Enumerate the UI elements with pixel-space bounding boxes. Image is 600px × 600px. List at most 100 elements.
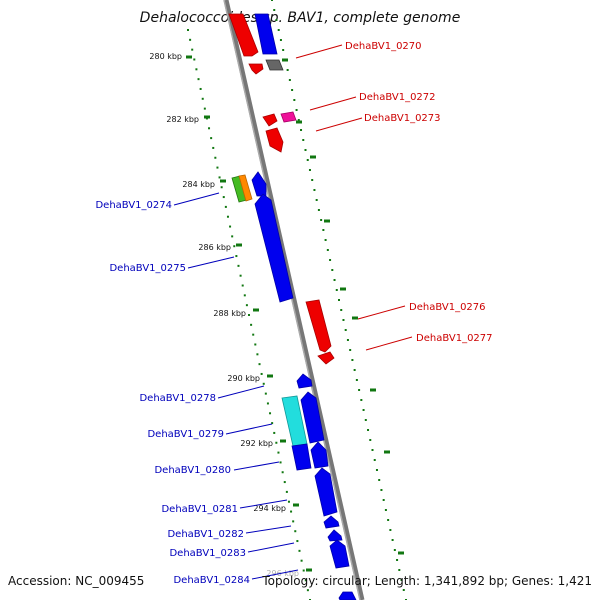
- inner-ring-dot: [254, 343, 257, 346]
- inner-ring-dot: [306, 589, 309, 592]
- outer-tick: [340, 287, 346, 291]
- inner-ring-dot: [208, 127, 211, 130]
- inner-ring-dot: [262, 382, 265, 385]
- inner-ring-dot: [216, 166, 219, 169]
- gene-label-0270[interactable]: DehaBV1_0270: [345, 41, 422, 52]
- inner-ring-dot: [243, 294, 246, 297]
- outer-tick: [370, 388, 376, 392]
- inner-ring-dot: [294, 530, 297, 533]
- outer-ring-dot: [304, 149, 307, 151]
- gene-0270-arrow: [228, 13, 259, 57]
- inner-ring-dot: [302, 569, 305, 572]
- outer-ring-dot: [378, 479, 381, 481]
- gene-label-0282[interactable]: DehaBV1_0282: [167, 529, 244, 540]
- inner-ring-dot: [195, 68, 198, 71]
- outer-ring-dot: [389, 529, 392, 531]
- inner-ring-dot: [275, 441, 278, 444]
- gene-label-0281[interactable]: DehaBV1_0281: [161, 504, 238, 515]
- inner-ring-dot: [229, 225, 232, 228]
- gene-label-0275[interactable]: DehaBV1_0275: [109, 263, 186, 274]
- inner-ring-dot: [218, 176, 221, 179]
- inner-ring-dot: [298, 549, 301, 552]
- inner-ring-dot: [292, 520, 295, 523]
- inner-ring-dot: [222, 196, 225, 199]
- kbp-tick: [280, 439, 286, 443]
- outer-ring-dot: [320, 219, 323, 221]
- forward-strand-genes: [228, 13, 335, 365]
- outer-ring-dot: [380, 489, 383, 491]
- reverse-strand-genes: [231, 13, 357, 600]
- outer-ring-dot: [333, 279, 336, 281]
- gene-label-0279[interactable]: DehaBV1_0279: [147, 429, 224, 440]
- gene-0280b-arrow: [310, 441, 329, 469]
- outer-ring-dot: [402, 589, 405, 591]
- outer-ring-dot: [273, 9, 276, 11]
- outer-tick: [398, 551, 404, 555]
- tick-label-284: 284 kbp: [182, 180, 215, 189]
- outer-ring-dot: [300, 129, 303, 131]
- outer-ring-dot: [364, 419, 367, 421]
- outer-ring-dot: [342, 319, 345, 321]
- gene-label-0277[interactable]: DehaBV1_0277: [416, 333, 493, 344]
- gene-label-0284[interactable]: DehaBV1_0284: [173, 575, 250, 586]
- outer-ring-dot: [400, 579, 403, 581]
- inner-ring-dot: [237, 264, 240, 267]
- outer-tick: [384, 450, 390, 454]
- outer-ring-dot: [338, 299, 340, 301]
- outer-ring-dot: [373, 459, 376, 461]
- kbp-tick-marks: [186, 55, 404, 572]
- outer-tick: [282, 58, 288, 62]
- outer-ring-dot: [393, 549, 396, 551]
- gene-label-0273[interactable]: DehaBV1_0273: [364, 113, 441, 124]
- inner-ring-dot: [287, 500, 290, 503]
- gene-label-0280[interactable]: DehaBV1_0280: [154, 465, 231, 476]
- outer-ring-dot: [351, 359, 354, 361]
- kbp-tick: [236, 243, 242, 247]
- outer-tick: [352, 316, 358, 320]
- gene-red-arrow-b: [265, 127, 284, 153]
- outer-ring-dot: [288, 79, 291, 81]
- gene-label-0272[interactable]: DehaBV1_0272: [359, 92, 436, 103]
- gene-0284-arrow: [329, 539, 350, 569]
- gene-0276-arrow: [305, 299, 332, 353]
- outer-ring-dot: [295, 109, 298, 111]
- inner-ring-dot: [191, 48, 194, 51]
- inner-ring-dot: [220, 186, 223, 189]
- inner-ring-dot: [212, 146, 215, 149]
- outer-ring-dot: [398, 569, 401, 571]
- outer-ring-dot: [286, 69, 289, 71]
- inner-scale-ring: [187, 29, 311, 600]
- inner-ring-dot: [256, 353, 259, 356]
- genome-backbone: [223, 0, 365, 600]
- gene-label-0276[interactable]: DehaBV1_0276: [409, 302, 486, 313]
- tick-label-288: 288 kbp: [213, 309, 246, 318]
- inner-ring-dot: [231, 235, 234, 238]
- gene-label-0278[interactable]: DehaBV1_0278: [139, 393, 216, 404]
- gene-0271-arrow: [248, 63, 264, 75]
- gene-gray-arrow: [265, 59, 284, 71]
- gene-0279-arrow: [300, 391, 325, 444]
- inner-ring-dot: [224, 205, 227, 208]
- outer-tick: [310, 155, 316, 159]
- inner-ring-dot: [279, 461, 282, 464]
- inner-ring-dot: [281, 471, 284, 474]
- outer-ring-dot: [293, 99, 296, 101]
- inner-ring-dot: [193, 58, 196, 61]
- gene-0272-arrow: [262, 113, 278, 127]
- kbp-tick: [267, 374, 273, 378]
- gene-label-0274[interactable]: DehaBV1_0274: [95, 200, 172, 211]
- tick-label-290: 290 kbp: [227, 374, 260, 383]
- outer-ring-dot: [271, 0, 273, 1]
- outer-ring-dot: [335, 289, 338, 291]
- inner-ring-dot: [210, 137, 213, 140]
- outer-ring-dot: [331, 269, 334, 271]
- inner-ring-dot: [245, 304, 248, 307]
- gene-label-0283[interactable]: DehaBV1_0283: [169, 548, 246, 559]
- outer-ring-dot: [279, 39, 282, 41]
- gene-0273-arrow: [280, 111, 297, 123]
- inner-ring-dot: [187, 29, 189, 31]
- accession-text: Accession: NC_009455: [8, 574, 145, 588]
- inner-ring-dot: [233, 245, 236, 248]
- tick-label-280: 280 kbp: [149, 52, 182, 61]
- outer-ring-dot: [355, 379, 358, 381]
